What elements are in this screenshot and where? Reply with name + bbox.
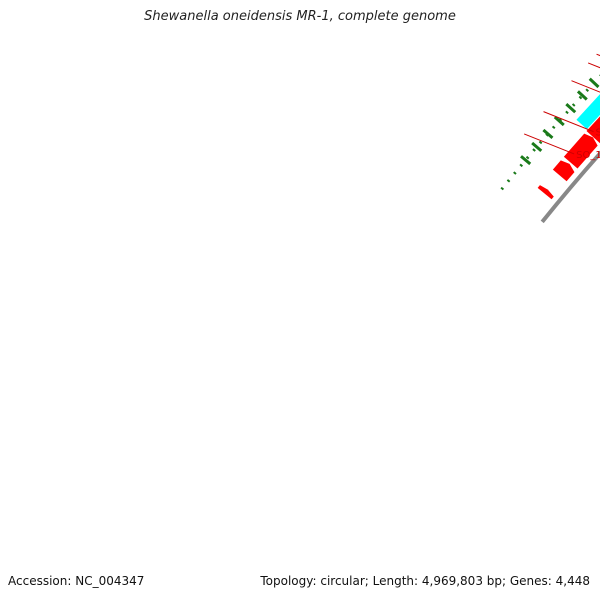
accession-label: Accession: NC_004347 — [8, 574, 145, 588]
dmaa-1-feature[interactable] — [586, 100, 600, 144]
label-leader-line — [543, 111, 594, 133]
backbone-line — [540, 150, 600, 224]
label-leader-line — [587, 62, 600, 69]
tick-mark-outer — [531, 141, 543, 152]
tick-marks: 1488 kbp1489 kbp1490 kbp1491 kbp1492 kbp… — [520, 77, 600, 166]
label-leader-line — [596, 53, 600, 57]
rna-feature[interactable] — [576, 90, 600, 130]
so-1428-feature[interactable] — [563, 133, 598, 169]
gene-label[interactable]: SO_1427 — [576, 150, 600, 161]
tick-mark-outer — [542, 128, 554, 139]
genome-title: Shewanella oneidensis MR-1, complete gen… — [144, 9, 456, 24]
outer-dotted-guide — [500, 74, 600, 191]
tick-mark-outer — [576, 90, 588, 101]
gene-features — [537, 90, 600, 200]
gene-label[interactable]: SO_1428 — [596, 128, 600, 139]
tick-mark-outer — [553, 115, 565, 127]
so-1427-feature[interactable] — [552, 160, 575, 182]
genome-summary: Topology: circular; Length: 4,969,803 bp… — [260, 574, 590, 588]
tick-mark-outer — [565, 103, 577, 114]
tick-mark-outer — [520, 155, 532, 166]
label-leader-line — [571, 80, 600, 93]
gene-feature[interactable] — [537, 185, 554, 200]
backbone-track — [540, 150, 600, 224]
gene-labels: SO_1427SO_1428dmaA-1dmsB-1SO_1431SO_1432… — [523, 53, 600, 161]
tick-mark-outer — [588, 77, 600, 89]
label-leader-line — [523, 133, 575, 155]
